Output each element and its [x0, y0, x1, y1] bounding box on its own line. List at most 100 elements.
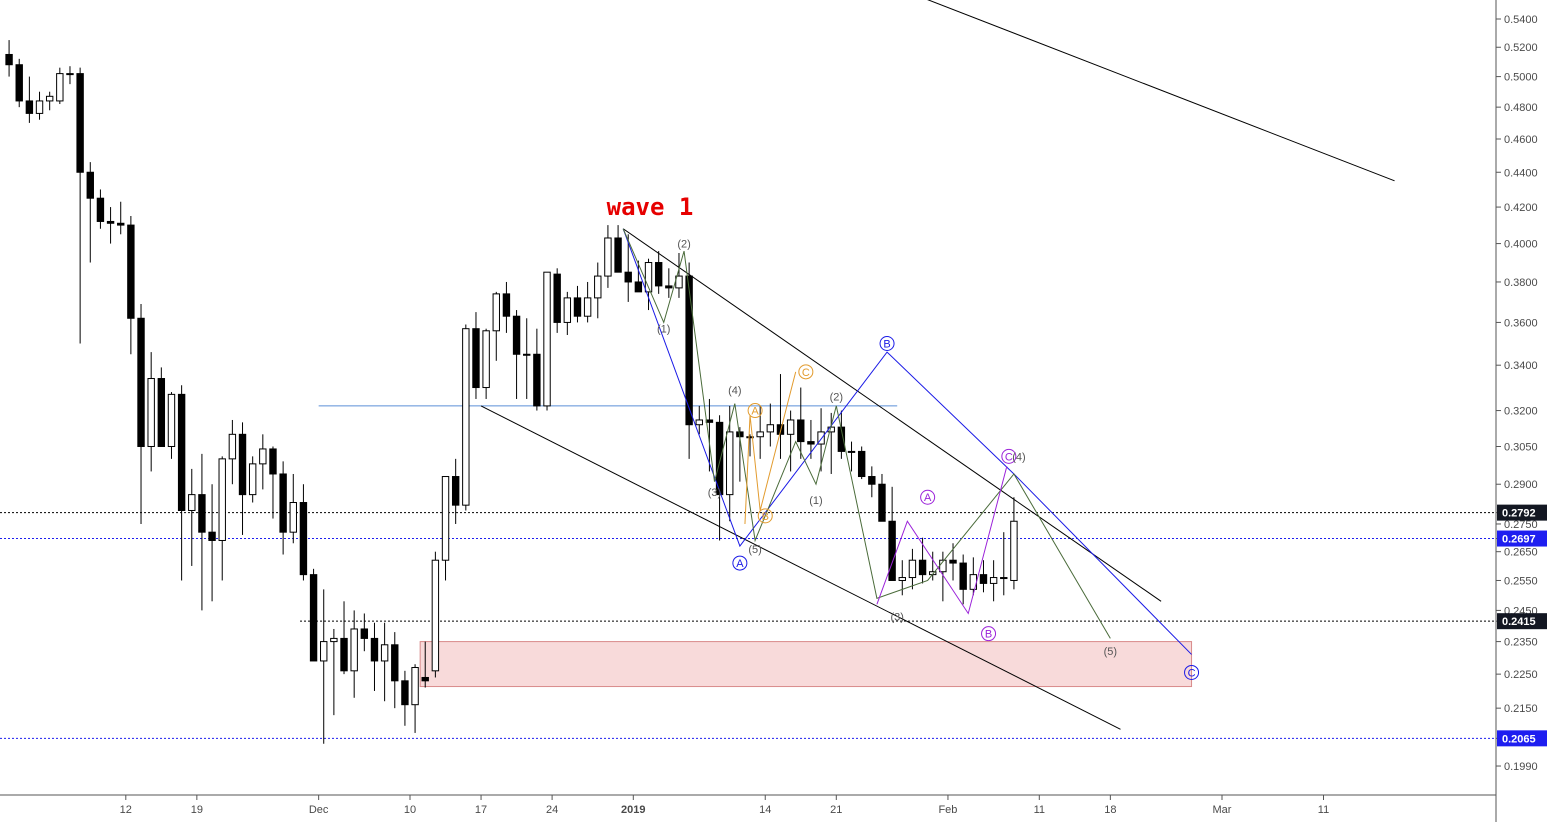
candle-bullish: [441, 476, 450, 581]
candle-bullish: [786, 410, 795, 472]
candle-body: [177, 393, 186, 511]
x-tick-label: Mar: [1213, 804, 1232, 816]
y-tick-label: 0.2250: [1504, 669, 1538, 681]
y-tick-label: 0.3800: [1504, 277, 1538, 289]
candle-bearish: [533, 328, 541, 411]
candle-body: [868, 476, 876, 485]
candle-body: [15, 64, 23, 102]
candle-bullish: [563, 291, 572, 335]
candle-bearish: [340, 601, 348, 675]
candle-bullish: [66, 66, 74, 85]
wave-path[interactable]: [622, 228, 1192, 655]
wave-label-text: (1): [809, 495, 822, 507]
wave-label-circle: [1001, 448, 1017, 464]
candle-bearish: [127, 216, 135, 355]
candle-bearish: [878, 473, 886, 522]
candle-bullish: [188, 468, 196, 566]
candle-bearish: [888, 486, 896, 581]
candle-body: [533, 353, 541, 407]
y-tick-label: 0.3600: [1504, 317, 1538, 329]
candle-body: [137, 317, 145, 447]
y-tick-label: 0.2900: [1504, 479, 1538, 491]
y-tick-label: 0.3050: [1504, 441, 1538, 453]
candle-bearish: [5, 40, 13, 77]
candle-body: [797, 419, 805, 443]
wave-label-text: C: [1188, 667, 1196, 679]
candle-bullish: [847, 441, 856, 472]
candle-bullish: [604, 225, 612, 288]
candle-body: [360, 628, 369, 639]
candle-bullish: [431, 551, 440, 678]
candle-body: [482, 330, 490, 389]
candle-body: [56, 73, 64, 102]
candle-bearish: [96, 189, 105, 229]
candle-bullish: [259, 434, 267, 490]
wave-label-text: B: [985, 629, 992, 641]
candle-body: [269, 448, 277, 475]
candle-body: [563, 297, 572, 323]
candle-bullish: [746, 434, 754, 457]
candle-bullish: [543, 271, 551, 411]
candle-body: [654, 262, 663, 287]
candle-body: [715, 421, 724, 496]
candle-bullish: [1000, 532, 1008, 596]
candle-body: [766, 424, 775, 433]
candle-bearish: [269, 446, 277, 519]
candle-body: [259, 448, 267, 465]
candle-bearish: [614, 225, 622, 273]
x-tick-label: 10: [404, 804, 416, 816]
x-tick-label: 21: [830, 804, 842, 816]
candle-body: [66, 73, 74, 76]
x-tick-label: 11: [1034, 804, 1045, 816]
candle-body: [5, 53, 13, 66]
candle-bearish: [299, 484, 308, 581]
candle-body: [512, 315, 521, 355]
candle-bullish: [695, 405, 703, 435]
candle-bearish: [25, 76, 34, 123]
y-tick-label: 0.2350: [1504, 637, 1538, 649]
candle-body: [35, 100, 44, 114]
candle-body: [401, 680, 409, 706]
trendline[interactable]: [907, 0, 1395, 182]
candle-bearish: [512, 310, 521, 399]
x-tick-label: 18: [1104, 804, 1116, 816]
candle-bearish: [797, 387, 805, 459]
y-tick-label: 0.4600: [1504, 134, 1538, 146]
y-tick-label: 0.3400: [1504, 360, 1538, 372]
wave-label: A: [747, 403, 763, 419]
candle-bearish: [472, 312, 480, 399]
x-tick-label: 17: [475, 804, 487, 816]
candle-body: [147, 378, 155, 447]
candle-body: [786, 419, 795, 435]
wave-path[interactable]: [744, 371, 797, 524]
candle-body: [238, 433, 247, 496]
candle-body: [614, 237, 622, 273]
trendline[interactable]: [480, 405, 1121, 730]
candle-body: [370, 637, 379, 662]
candle-body: [705, 419, 714, 423]
candle-body: [106, 220, 115, 224]
candle-body: [441, 476, 450, 561]
candle-bullish: [56, 67, 64, 105]
candle-body: [451, 476, 460, 506]
candle-body: [330, 637, 338, 643]
wave-label: (5): [1104, 646, 1117, 658]
candle-body: [807, 441, 815, 445]
wave-path[interactable]: [622, 228, 1111, 639]
x-axis[interactable]: 12 19 Dec 10 17 24 2019 14 21 Feb 11 18 Mar 11: [120, 795, 1330, 816]
wave-label-text: (5): [748, 544, 761, 556]
candle-body: [117, 222, 125, 226]
candle-body: [837, 426, 846, 452]
x-tick-label: 24: [546, 804, 558, 816]
candle-bearish: [553, 268, 561, 333]
candle-bullish: [147, 352, 155, 472]
candle-bullish: [989, 560, 998, 602]
y-tick-label: 0.5000: [1504, 72, 1538, 84]
wave-path[interactable]: [876, 466, 1008, 615]
trendline[interactable]: [622, 228, 1162, 602]
candle-bearish: [451, 458, 460, 524]
candle-body: [1010, 520, 1018, 581]
candle-body: [492, 293, 500, 332]
